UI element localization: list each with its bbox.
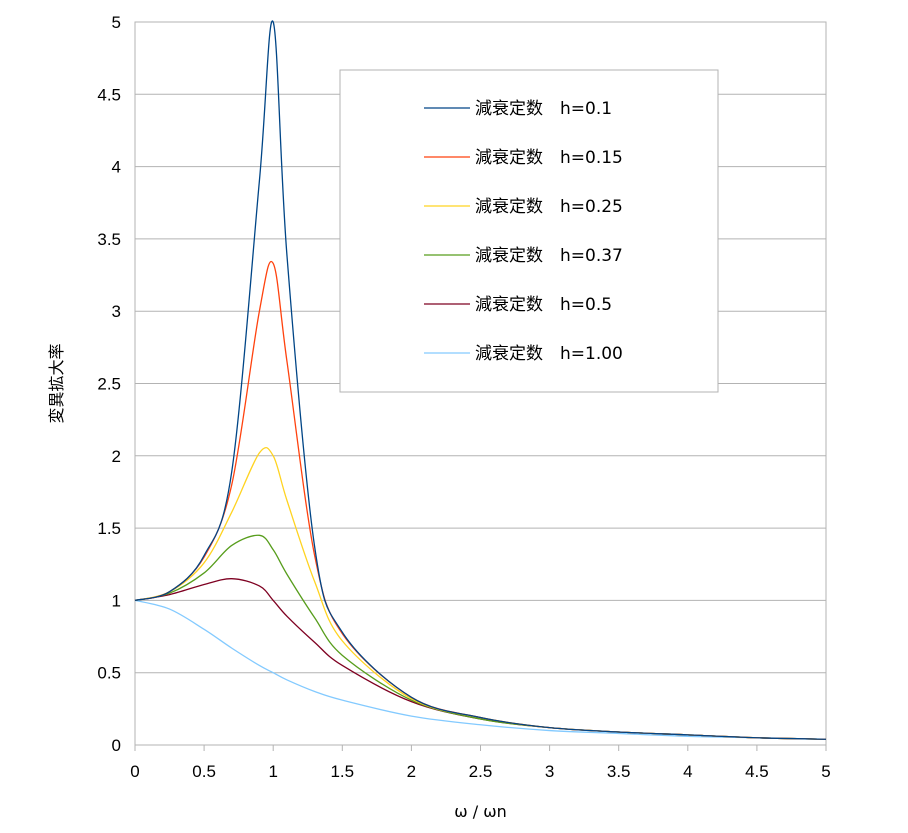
legend-box <box>339 69 719 393</box>
y-tick-label: 3 <box>112 302 121 321</box>
x-axis-title: ω / ωn <box>454 802 507 821</box>
series-line-5 <box>134 578 827 740</box>
legend-item: 減衰定数 h=0.5 <box>424 295 612 315</box>
legend-label: 減衰定数 h=0.15 <box>475 148 623 168</box>
legend-item: 減衰定数 h=0.37 <box>424 246 623 266</box>
legend-label: 減衰定数 h=0.5 <box>475 295 612 315</box>
x-tick-label: 3 <box>545 762 554 781</box>
legend: 減衰定数 h=0.1 減衰定数 h=0.15 減衰定数 h=0.25 減衰定数 h=0… <box>339 69 719 393</box>
x-tick-label: 2 <box>407 762 416 781</box>
y-tick-label: 1.5 <box>97 519 121 538</box>
x-tick-label: 0.5 <box>192 762 216 781</box>
series-line-3 <box>134 446 827 740</box>
y-tick-label: 1 <box>112 591 121 610</box>
series-line-4 <box>134 534 827 740</box>
y-axis-title: 変異拡大率 <box>47 343 66 423</box>
x-tick-label: 4 <box>683 762 692 781</box>
legend-item: 減衰定数 h=0.15 <box>424 148 623 168</box>
legend-item: 減衰定数 h=0.1 <box>424 99 612 119</box>
y-tick-label: 5 <box>112 13 121 32</box>
series-line-6 <box>134 599 827 740</box>
y-tick-label: 4.5 <box>97 85 121 104</box>
y-tick-label: 2.5 <box>97 375 121 394</box>
x-tick-label: 2.5 <box>469 762 493 781</box>
legend-label: 減衰定数 h=0.37 <box>475 246 623 266</box>
legend-item: 減衰定数 h=0.25 <box>424 197 623 217</box>
legend-label: 減衰定数 h=0.25 <box>475 197 623 217</box>
x-tick-label: 3.5 <box>607 762 631 781</box>
series-lines <box>134 20 827 740</box>
x-tick-label: 0 <box>130 762 139 781</box>
legend-label: 減衰定数 h=0.1 <box>475 99 612 119</box>
x-tick-labels: 0 0.5 1 1.5 2 2.5 3 3.5 4 4.5 5 <box>130 745 831 781</box>
y-tick-label: 0 <box>112 736 121 755</box>
y-tick-label: 4 <box>112 158 121 177</box>
series-line-1 <box>134 20 827 740</box>
x-tick-label: 1.5 <box>330 762 354 781</box>
x-tick-label: 4.5 <box>745 762 769 781</box>
legend-item: 減衰定数 h=1.00 <box>424 344 623 364</box>
y-tick-label: 3.5 <box>97 230 121 249</box>
y-tick-labels: 0 0.5 1 1.5 2 2.5 3 3.5 4 4.5 5 <box>97 13 121 755</box>
legend-label: 減衰定数 h=1.00 <box>475 344 623 364</box>
y-tick-label: 0.5 <box>97 664 121 683</box>
x-tick-label: 5 <box>821 762 830 781</box>
y-tick-label: 2 <box>112 447 121 466</box>
x-tick-label: 1 <box>268 762 277 781</box>
